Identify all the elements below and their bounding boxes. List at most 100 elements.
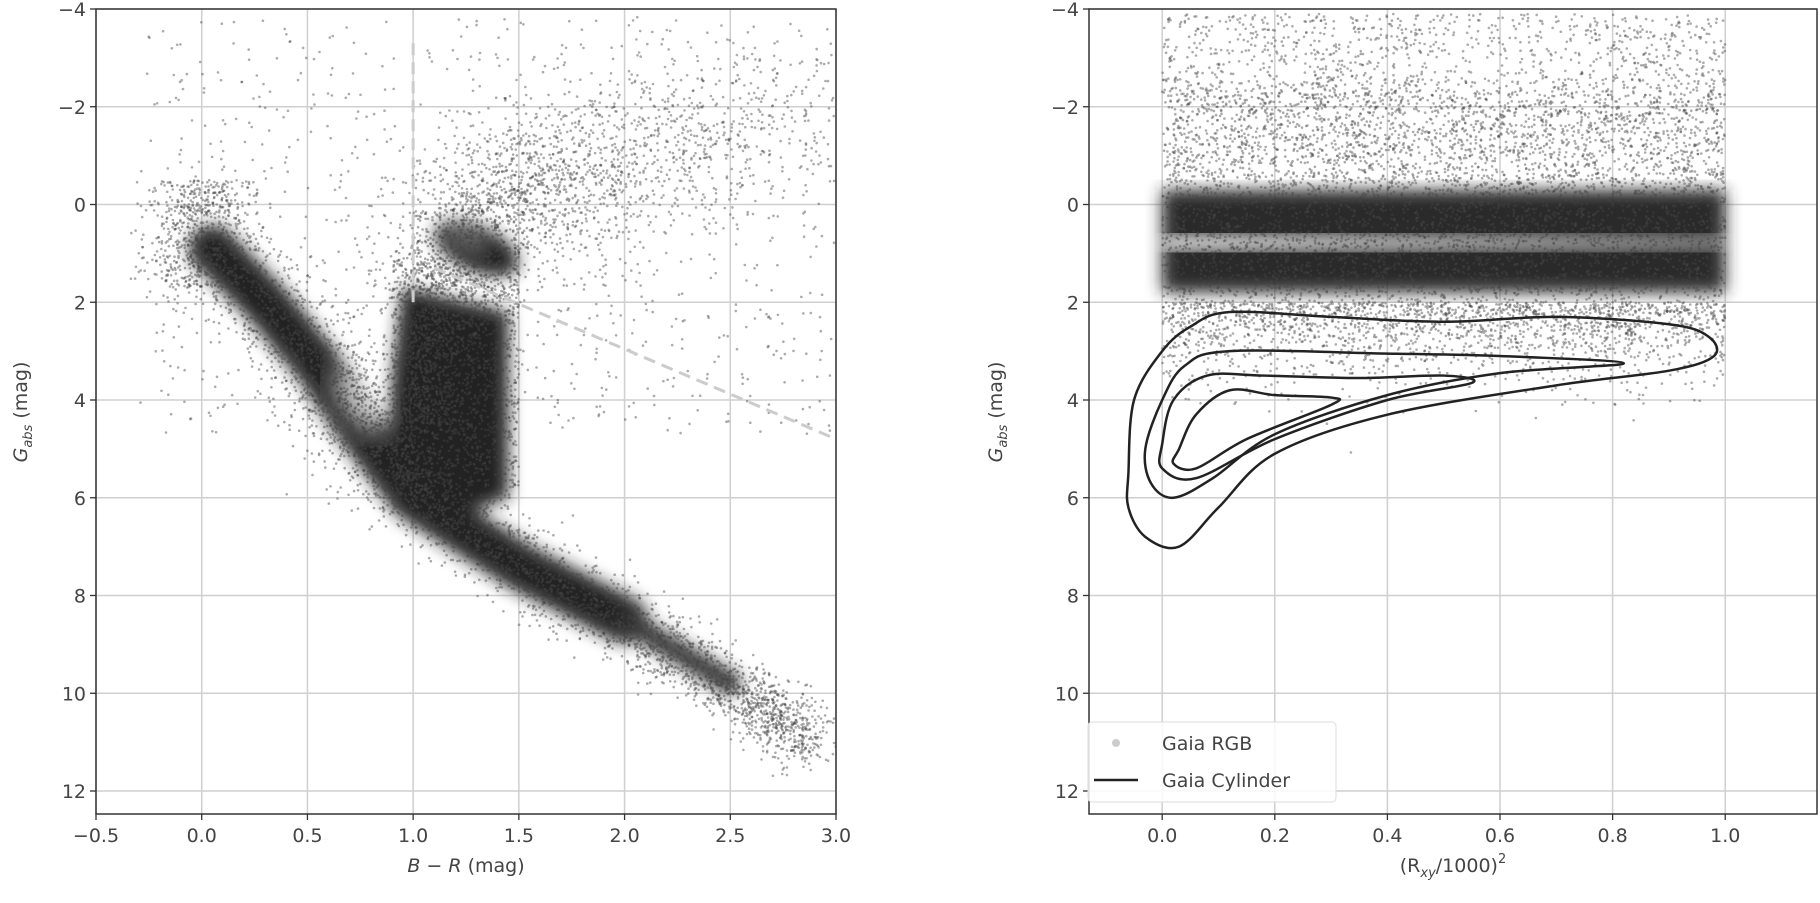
scatter-point (600, 587, 604, 590)
scatter-point (351, 353, 355, 357)
scatter-point (356, 386, 359, 390)
scatter-point (664, 622, 667, 625)
scatter-point (453, 570, 457, 573)
scatter-point (516, 284, 519, 287)
scatter-point (325, 322, 329, 326)
scatter-point (342, 444, 346, 448)
scatter-point (445, 256, 449, 260)
scatter-point (223, 247, 226, 250)
scatter-point (734, 687, 738, 691)
scatter-point (209, 263, 212, 267)
scatter-point (414, 496, 417, 500)
scatter-point (393, 493, 397, 497)
scatter-point (610, 578, 613, 582)
scatter-point (617, 582, 620, 586)
scatter-point (770, 719, 774, 723)
scatter-point (355, 437, 359, 441)
scatter-point (516, 565, 519, 568)
scatter-point (693, 688, 696, 692)
scatter-point (471, 321, 475, 325)
scatter-point (381, 447, 385, 451)
scatter-point (299, 294, 303, 298)
scatter-point (337, 370, 341, 373)
scatter-point (444, 473, 447, 476)
scatter-point (577, 608, 581, 612)
scatter-point (224, 306, 228, 310)
scatter-point (337, 411, 341, 415)
scatter-point (736, 695, 740, 699)
scatter-point (610, 620, 613, 623)
scatter-point (301, 319, 305, 323)
scatter-point (301, 300, 305, 304)
scatter-point (520, 582, 523, 586)
scatter-point (387, 367, 390, 371)
scatter-point (535, 198, 538, 201)
scatter-point (808, 722, 811, 725)
scatter-point (367, 334, 371, 338)
scatter-point (700, 677, 703, 681)
scatter-point (477, 511, 481, 514)
scatter-point (783, 739, 787, 743)
scatter-point (800, 741, 804, 744)
scatter-point (620, 599, 623, 603)
scatter-point (686, 664, 690, 668)
scatter-point (384, 422, 387, 426)
scatter-point (790, 116, 794, 119)
scatter-point (592, 210, 595, 214)
scatter-point (325, 390, 329, 394)
scatter-point (255, 330, 259, 334)
scatter-point (585, 606, 588, 610)
scatter-point (410, 226, 414, 230)
scatter-point (660, 621, 664, 624)
scatter-point (615, 586, 619, 590)
scatter-point (361, 438, 365, 441)
scatter-point (558, 165, 562, 168)
scatter-point (351, 384, 354, 388)
scatter-point (551, 583, 554, 587)
scatter-point (401, 514, 404, 517)
scatter-point (735, 678, 738, 681)
scatter-point (580, 614, 584, 617)
scatter-point (735, 692, 739, 695)
scatter-point (297, 429, 301, 433)
scatter-point (598, 626, 601, 630)
scatter-point (381, 412, 385, 416)
scatter-point (685, 669, 688, 672)
scatter-point (368, 464, 372, 467)
scatter-point (278, 284, 282, 288)
scatter-point (223, 295, 226, 299)
scatter-point (343, 443, 347, 446)
scatter-point (362, 492, 365, 496)
scatter-point (743, 714, 747, 718)
scatter-point (762, 720, 765, 724)
scatter-point (268, 335, 272, 338)
scatter-point (746, 713, 749, 716)
scatter-point (265, 292, 269, 296)
scatter-point (453, 527, 457, 531)
scatter-point (346, 428, 349, 432)
scatter-point (356, 489, 360, 492)
scatter-point (672, 655, 676, 659)
scatter-point (356, 451, 359, 454)
scatter-point (561, 586, 564, 590)
scatter-point (313, 400, 317, 404)
scatter-point (362, 434, 365, 438)
scatter-point (549, 572, 552, 576)
scatter-point (711, 632, 714, 636)
scatter-point (672, 632, 675, 635)
scatter-point (531, 537, 534, 540)
scatter-point (549, 597, 553, 601)
scatter-point (774, 721, 778, 725)
scatter-point (557, 608, 561, 611)
scatter-point (557, 597, 560, 601)
scatter-point (389, 481, 393, 485)
scatter-point (380, 449, 383, 452)
scatter-point (587, 571, 591, 574)
scatter-point (422, 493, 426, 497)
scatter-point (359, 440, 363, 444)
scatter-point (485, 553, 488, 557)
scatter-point (338, 423, 342, 427)
scatter-point (770, 715, 773, 719)
scatter-point (255, 329, 259, 333)
scatter-point (478, 539, 481, 542)
